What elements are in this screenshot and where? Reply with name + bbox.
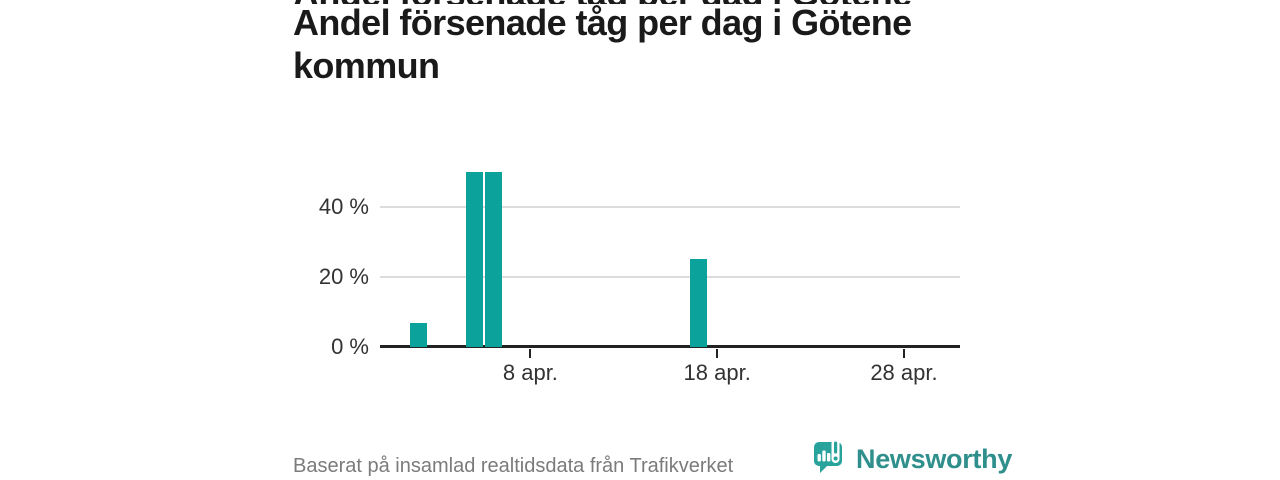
- page-title: Andel försenade tåg per dag i Götene kom…: [293, 1, 1013, 87]
- x-tick-mark: [529, 349, 532, 358]
- x-tick-label: 28 apr.: [870, 360, 938, 385]
- x-axis-line: [380, 345, 960, 348]
- clipped-text-artifact: Andel försenade tåg per dag i Götene: [293, 0, 1013, 4]
- page-title-line1: Andel försenade tåg per dag i Götene: [293, 2, 912, 43]
- y-tick-label: 20 %: [318, 263, 369, 289]
- y-tick-label: 40 %: [318, 193, 369, 219]
- bar-6-apr: [484, 171, 502, 347]
- y-gridline: [380, 205, 960, 208]
- speech-bubble-bar-chart-icon: [814, 439, 842, 473]
- source-note: Baserat på insamlad realtidsdata från Tr…: [293, 455, 734, 477]
- bar-2-apr: [409, 322, 427, 347]
- x-tick-label: 8 apr.: [502, 360, 558, 385]
- page-title-line2: kommun: [293, 45, 440, 86]
- bar-17-apr: [690, 259, 708, 347]
- brand-name: Newsworthy: [856, 444, 1013, 474]
- brand-logo: Newsworthy: [813, 439, 1012, 479]
- y-gridline: [380, 275, 960, 278]
- x-tick-mark: [716, 349, 719, 358]
- y-tick-label: 0 %: [331, 334, 369, 359]
- x-tick-label: 18 apr.: [683, 360, 751, 385]
- plot-area: 0 % 20 % 40 % 8 apr. 18 apr. 28 apr.: [319, 160, 960, 385]
- x-tick-mark: [902, 349, 905, 358]
- bar-5-apr: [465, 171, 483, 347]
